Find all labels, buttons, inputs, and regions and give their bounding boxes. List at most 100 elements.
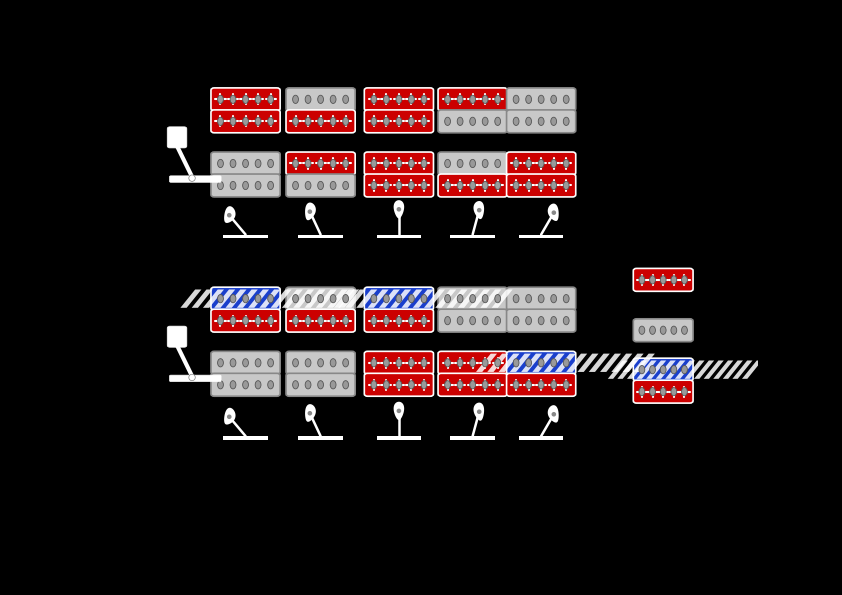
FancyBboxPatch shape <box>211 174 280 197</box>
Polygon shape <box>600 353 621 372</box>
Ellipse shape <box>538 117 544 126</box>
Ellipse shape <box>495 381 501 389</box>
Ellipse shape <box>639 365 645 374</box>
Polygon shape <box>498 353 520 372</box>
Polygon shape <box>646 361 666 379</box>
Ellipse shape <box>217 295 223 303</box>
Ellipse shape <box>445 95 450 104</box>
FancyBboxPatch shape <box>211 88 280 111</box>
Ellipse shape <box>230 359 236 367</box>
Polygon shape <box>611 353 632 372</box>
Ellipse shape <box>470 317 476 325</box>
Polygon shape <box>305 202 316 220</box>
Polygon shape <box>694 361 714 379</box>
Ellipse shape <box>538 381 544 389</box>
Ellipse shape <box>482 381 488 389</box>
Ellipse shape <box>396 181 402 190</box>
Ellipse shape <box>650 387 655 396</box>
FancyBboxPatch shape <box>211 373 280 396</box>
Bar <box>376 234 421 238</box>
Polygon shape <box>555 353 576 372</box>
Ellipse shape <box>330 95 336 104</box>
Ellipse shape <box>681 365 687 374</box>
FancyBboxPatch shape <box>507 152 576 175</box>
Ellipse shape <box>671 326 677 334</box>
Ellipse shape <box>445 181 450 190</box>
Ellipse shape <box>513 381 519 389</box>
Ellipse shape <box>317 117 323 126</box>
Ellipse shape <box>305 117 311 126</box>
Polygon shape <box>192 290 213 308</box>
FancyBboxPatch shape <box>438 152 507 175</box>
Ellipse shape <box>371 381 376 389</box>
Ellipse shape <box>421 159 427 168</box>
Polygon shape <box>627 361 647 379</box>
Ellipse shape <box>408 295 414 303</box>
Polygon shape <box>473 201 484 219</box>
Ellipse shape <box>513 317 519 325</box>
Ellipse shape <box>371 181 376 190</box>
Ellipse shape <box>343 159 349 168</box>
Polygon shape <box>617 361 637 379</box>
Ellipse shape <box>513 359 519 367</box>
FancyBboxPatch shape <box>438 174 507 197</box>
Ellipse shape <box>396 159 402 168</box>
Ellipse shape <box>242 159 248 168</box>
Polygon shape <box>237 290 258 308</box>
Ellipse shape <box>495 317 501 325</box>
Ellipse shape <box>445 117 450 126</box>
Polygon shape <box>393 402 404 420</box>
Ellipse shape <box>482 181 488 190</box>
Ellipse shape <box>230 159 236 168</box>
Ellipse shape <box>457 181 463 190</box>
Ellipse shape <box>305 159 311 168</box>
Ellipse shape <box>255 359 261 367</box>
Ellipse shape <box>551 117 557 126</box>
Ellipse shape <box>457 381 463 389</box>
FancyBboxPatch shape <box>438 351 507 374</box>
Polygon shape <box>473 403 484 421</box>
Ellipse shape <box>217 159 223 168</box>
Polygon shape <box>722 361 743 379</box>
Polygon shape <box>713 361 733 379</box>
Polygon shape <box>458 290 479 308</box>
Ellipse shape <box>538 95 544 104</box>
Ellipse shape <box>457 295 463 303</box>
Ellipse shape <box>671 275 677 284</box>
Ellipse shape <box>495 117 501 126</box>
Ellipse shape <box>317 181 323 190</box>
Ellipse shape <box>317 381 323 389</box>
Ellipse shape <box>317 159 323 168</box>
Ellipse shape <box>470 159 476 168</box>
Ellipse shape <box>650 365 655 374</box>
FancyBboxPatch shape <box>365 174 434 197</box>
Bar <box>223 234 268 238</box>
Ellipse shape <box>255 95 261 104</box>
Ellipse shape <box>227 415 232 419</box>
Ellipse shape <box>255 381 261 389</box>
Ellipse shape <box>255 159 261 168</box>
FancyBboxPatch shape <box>211 309 280 332</box>
Polygon shape <box>224 206 236 223</box>
FancyBboxPatch shape <box>507 88 576 111</box>
Ellipse shape <box>330 181 336 190</box>
Ellipse shape <box>268 295 274 303</box>
Ellipse shape <box>396 317 402 325</box>
Ellipse shape <box>552 211 556 215</box>
Ellipse shape <box>525 159 531 168</box>
Ellipse shape <box>383 117 389 126</box>
Ellipse shape <box>255 181 261 190</box>
Ellipse shape <box>495 295 501 303</box>
FancyBboxPatch shape <box>286 309 355 332</box>
Polygon shape <box>180 290 201 308</box>
Polygon shape <box>656 361 676 379</box>
Ellipse shape <box>330 295 336 303</box>
Ellipse shape <box>445 359 450 367</box>
Polygon shape <box>282 290 303 308</box>
FancyBboxPatch shape <box>286 373 355 396</box>
Ellipse shape <box>343 295 349 303</box>
Ellipse shape <box>371 95 376 104</box>
Ellipse shape <box>551 95 557 104</box>
Ellipse shape <box>305 95 311 104</box>
Ellipse shape <box>227 213 232 218</box>
